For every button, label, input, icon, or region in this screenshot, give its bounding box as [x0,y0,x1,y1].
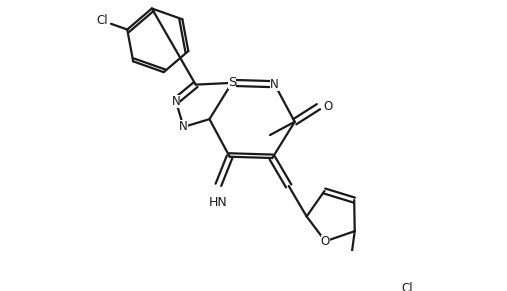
Text: N: N [179,120,188,133]
Text: Cl: Cl [401,282,413,291]
Text: O: O [323,100,333,113]
Text: N: N [270,78,279,91]
Text: O: O [321,235,330,248]
Text: N: N [171,95,180,107]
Text: HN: HN [209,196,228,209]
Text: S: S [228,76,236,89]
Text: Cl: Cl [96,14,108,27]
